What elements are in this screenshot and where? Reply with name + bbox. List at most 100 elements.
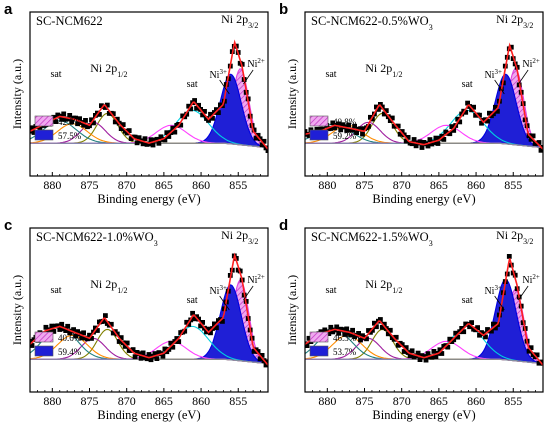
legend-label: 46.3% <box>333 333 357 343</box>
panel-d: 880 875 870 865 860 855 Binding energy (eV) Int… <box>279 217 544 422</box>
x-axis-label: Binding energy (eV) <box>372 408 475 422</box>
ni3-label: Ni3+ <box>484 68 502 81</box>
data-point <box>469 107 474 113</box>
x-tick-label: 860 <box>467 394 485 408</box>
data-point <box>431 349 437 354</box>
x-tick-label: 875 <box>81 178 99 192</box>
data-point <box>305 343 310 348</box>
legend-swatch <box>34 331 54 343</box>
data-point <box>463 109 469 115</box>
data-point <box>417 139 423 145</box>
data-point <box>196 316 201 322</box>
panel-b: 880 875 870 865 860 855 Binding energy (eV) Int… <box>279 1 544 206</box>
ni2-label: Ni2+ <box>247 273 265 286</box>
ni-2p12-label: Ni 2p1/2 <box>365 277 402 295</box>
legend-swatch <box>309 331 329 343</box>
data-point <box>255 132 261 138</box>
legend-swatch <box>34 129 54 141</box>
data-point <box>152 351 158 356</box>
data-point <box>75 121 80 127</box>
legend-swatch <box>309 115 329 127</box>
data-point <box>433 354 439 359</box>
data-point <box>493 104 498 110</box>
data-point <box>30 343 35 348</box>
x-tick-label: 870 <box>118 394 136 408</box>
data-point <box>97 112 102 117</box>
data-point <box>340 327 346 332</box>
data-point <box>399 129 405 134</box>
sat-label-1: sat <box>325 285 336 296</box>
data-point <box>63 328 69 333</box>
data-point <box>148 357 154 363</box>
data-point <box>397 131 403 137</box>
data-point <box>493 325 498 331</box>
data-point <box>439 351 445 356</box>
data-point <box>37 126 43 132</box>
data-point <box>154 136 160 142</box>
data-point <box>320 126 326 132</box>
data-point <box>370 327 375 333</box>
fit-envelope <box>305 42 543 150</box>
data-point <box>383 108 389 113</box>
data-point <box>346 122 351 128</box>
data-point <box>354 130 359 135</box>
legend-label: 42.5% <box>58 117 82 127</box>
legend-label: 40.6% <box>58 333 82 343</box>
x-tick-label: 865 <box>430 178 448 192</box>
data-point <box>204 329 209 335</box>
x-tick-label: 875 <box>81 394 99 408</box>
data-point <box>421 354 427 359</box>
data-point <box>491 321 496 327</box>
ni2-pointer <box>518 69 529 85</box>
legend-swatch <box>309 345 329 357</box>
data-point <box>182 328 188 334</box>
data-point <box>487 110 492 116</box>
data-point <box>85 336 90 342</box>
data-point <box>495 108 500 114</box>
data-point <box>447 131 453 137</box>
x-tick-label: 880 <box>318 178 336 192</box>
data-point <box>405 135 411 140</box>
data-point <box>334 324 340 330</box>
data-point <box>491 111 496 117</box>
data-point <box>216 110 221 115</box>
data-point <box>415 350 421 356</box>
data-point <box>508 44 514 50</box>
x-tick-label: 855 <box>229 394 247 408</box>
data-point <box>372 320 377 326</box>
data-point <box>417 357 423 362</box>
ni3-pointer <box>219 79 230 95</box>
data-point <box>220 319 225 324</box>
data-point <box>136 351 142 357</box>
ni2-pointer <box>243 285 254 301</box>
data-point <box>528 136 534 142</box>
ni3-pointer <box>494 79 505 95</box>
data-point <box>489 328 494 334</box>
panel-letter: a <box>4 1 13 18</box>
panel-letter: c <box>4 217 12 234</box>
x-tick-label: 865 <box>430 394 448 408</box>
data-point <box>381 321 387 327</box>
data-point <box>374 324 379 330</box>
data-point <box>528 345 534 351</box>
sat-label-1: sat <box>50 69 61 80</box>
plot-area <box>30 252 268 368</box>
ni-2p12-label: Ni 2p1/2 <box>90 61 127 79</box>
sat-label-2: sat <box>187 79 198 90</box>
data-point <box>326 331 332 336</box>
y-axis-label: Intensity (a.u.) <box>10 275 24 345</box>
data-point <box>51 329 57 334</box>
data-point <box>202 109 207 114</box>
x-tick-label: 860 <box>192 178 210 192</box>
legend: 42.5% 57.5% <box>34 115 82 141</box>
data-point <box>186 322 192 327</box>
data-point <box>251 127 257 133</box>
data-point <box>485 118 490 124</box>
legend: 40.8% 59.2% <box>309 115 357 141</box>
data-point <box>342 332 348 337</box>
x-tick-label: 855 <box>229 178 247 192</box>
data-point <box>118 126 124 131</box>
data-point <box>409 141 415 147</box>
x-tick-label: 880 <box>43 178 61 192</box>
data-point <box>441 137 447 142</box>
